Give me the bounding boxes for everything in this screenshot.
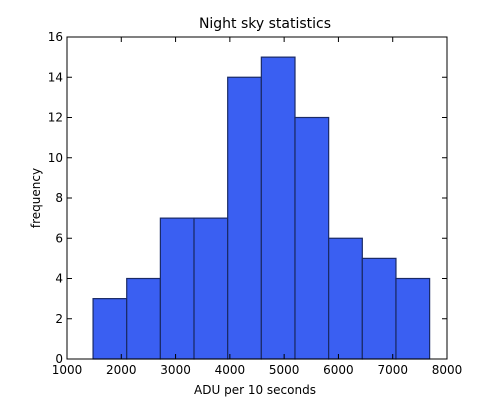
x-axis-label: ADU per 10 seconds bbox=[194, 383, 316, 397]
bars-layer bbox=[92, 56, 431, 360]
histogram-bar bbox=[159, 217, 195, 360]
x-tick-label: 2000 bbox=[106, 363, 137, 377]
histogram-bar bbox=[227, 76, 262, 360]
y-tick-label: 10 bbox=[48, 151, 63, 165]
x-tick-label: 6000 bbox=[323, 363, 354, 377]
y-tick-label: 16 bbox=[48, 30, 63, 44]
y-tick-label: 6 bbox=[55, 231, 63, 245]
histogram-bar bbox=[328, 237, 363, 360]
x-tick-label: 8000 bbox=[432, 363, 463, 377]
histogram-bar bbox=[395, 277, 431, 360]
histogram-bar bbox=[361, 257, 397, 360]
x-tick-label: 4000 bbox=[215, 363, 246, 377]
histogram-bar bbox=[193, 217, 229, 360]
histogram-bar bbox=[260, 56, 296, 360]
histogram-bar bbox=[294, 116, 330, 360]
x-tick-label: 5000 bbox=[269, 363, 300, 377]
chart-title: Night sky statistics bbox=[199, 16, 331, 32]
y-axis-label: frequency bbox=[29, 168, 43, 228]
y-tick-label: 2 bbox=[55, 312, 63, 326]
histogram-bar bbox=[126, 277, 161, 360]
x-tick-label: 1000 bbox=[52, 363, 83, 377]
y-tick-label: 0 bbox=[55, 352, 63, 366]
ticks-layer: 1000 2000 3000 4000 5000 6000 7000 8000 0 2 4 6 8 10 1… bbox=[48, 30, 463, 377]
x-tick-label: 7000 bbox=[377, 363, 408, 377]
histogram-bar bbox=[92, 298, 128, 360]
y-tick-label: 12 bbox=[48, 111, 63, 125]
y-tick-label: 14 bbox=[48, 70, 63, 84]
y-tick-label: 4 bbox=[55, 272, 63, 286]
y-tick-label: 8 bbox=[55, 191, 63, 205]
x-tick-label: 3000 bbox=[160, 363, 191, 377]
